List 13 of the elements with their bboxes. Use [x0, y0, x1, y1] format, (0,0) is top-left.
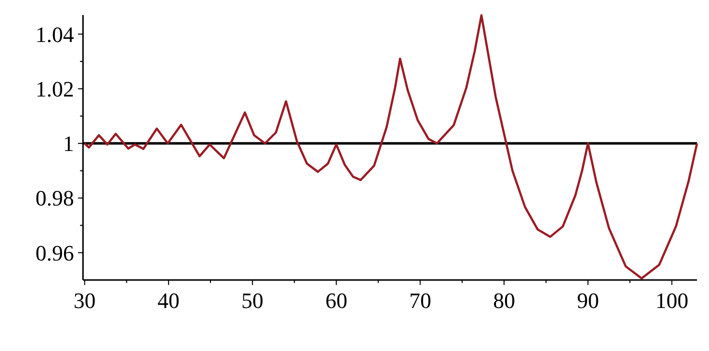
y-tick-label: 0.98 [36, 186, 74, 211]
x-tick-label: 100 [655, 288, 688, 313]
y-tick-label: 1.04 [36, 22, 74, 47]
x-tick-label: 90 [576, 288, 599, 313]
y-tick-label: 1.02 [36, 76, 74, 102]
x-tick-label: 70 [409, 288, 432, 313]
x-tick-label: 50 [241, 288, 264, 313]
x-tick-label: 60 [325, 288, 348, 313]
y-tick-label: 0.96 [36, 240, 74, 266]
y-tick-label: 1 [63, 131, 74, 156]
x-tick-label: 30 [74, 288, 96, 313]
x-tick-label: 80 [493, 288, 516, 313]
x-tick-label: 40 [158, 288, 180, 313]
